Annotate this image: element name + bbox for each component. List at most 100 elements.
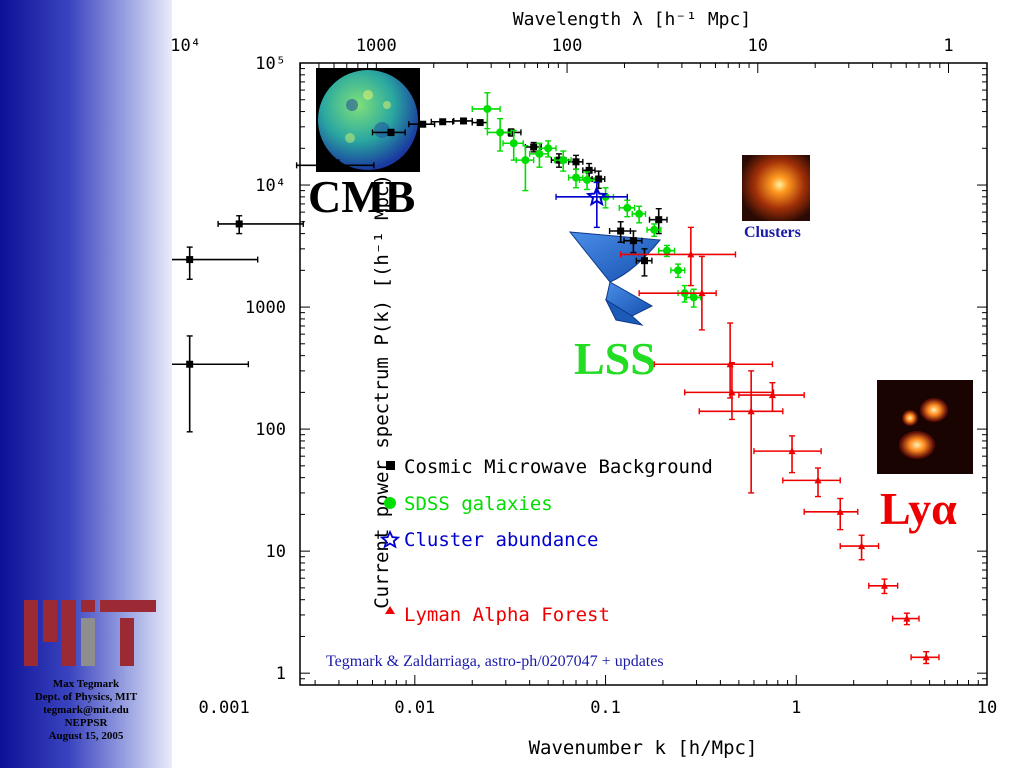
data-marker <box>836 507 844 515</box>
data-marker <box>535 149 544 158</box>
data-point <box>803 497 859 531</box>
data-point <box>738 382 805 412</box>
data-point <box>172 335 250 433</box>
data-point <box>567 154 584 170</box>
lyman-alpha-image <box>877 380 973 474</box>
data-point <box>172 246 259 280</box>
data-marker <box>903 614 911 622</box>
data-point <box>555 181 628 229</box>
y-tick-label: 10 <box>266 542 286 562</box>
data-marker <box>521 156 530 165</box>
data-point <box>683 362 775 421</box>
data-point <box>408 120 436 128</box>
data-marker <box>629 237 637 245</box>
data-marker <box>585 166 593 174</box>
data-point <box>670 263 686 279</box>
data-point <box>648 207 668 235</box>
data-point <box>868 578 899 595</box>
data-point <box>698 370 784 494</box>
top-tick-label: 100 <box>552 36 583 56</box>
data-point <box>753 435 822 474</box>
legend-label-lyman: Lyman Alpha Forest <box>404 604 610 626</box>
lss-label: LSS <box>574 333 656 384</box>
author-department: Dept. of Physics, MIT <box>34 691 138 703</box>
data-marker <box>509 139 518 148</box>
y-tick-label: 10⁴ <box>255 176 286 196</box>
data-marker <box>585 185 608 207</box>
data-point <box>371 128 406 137</box>
mit-logo <box>24 600 156 666</box>
legend-label-cmb: Cosmic Microwave Background <box>404 456 713 478</box>
cmb-label: CMB <box>308 171 415 222</box>
data-point <box>910 650 940 665</box>
citation-text: Tegmark & Zaldarriaga, astro-ph/0207047 … <box>326 653 664 670</box>
data-marker <box>623 203 632 212</box>
data-point <box>553 150 572 172</box>
data-point <box>430 118 454 126</box>
series-lyman-alpha-forest <box>619 226 940 665</box>
data-point <box>891 612 920 626</box>
survey-wedge-icon <box>568 231 661 326</box>
data-point <box>638 255 717 331</box>
data-marker <box>572 173 581 182</box>
sidebar: Max Tegmark Dept. of Physics, MIT tegmar… <box>0 0 172 768</box>
data-point <box>839 534 880 561</box>
data-marker <box>728 388 736 396</box>
top-tick-label: 10 <box>747 36 767 56</box>
data-marker <box>814 476 822 484</box>
data-point <box>515 145 535 192</box>
data-point <box>471 92 501 130</box>
data-marker <box>635 209 644 218</box>
data-point <box>618 199 636 218</box>
data-point <box>631 205 647 224</box>
data-point <box>596 187 615 209</box>
data-point <box>582 162 596 179</box>
series-sdss-galaxies <box>471 92 702 308</box>
data-point <box>623 230 643 254</box>
legend-label-sdss: SDSS galaxies <box>404 493 553 515</box>
data-marker <box>595 175 603 183</box>
top-tick-label: 10⁴ <box>172 36 201 56</box>
data-point <box>608 221 632 243</box>
data-marker <box>559 156 568 165</box>
data-marker <box>460 117 468 125</box>
legend-marker-cmb <box>386 461 395 470</box>
data-marker <box>617 227 625 235</box>
x-tick-label: 1 <box>791 698 801 718</box>
credits-block: Max Tegmark Dept. of Physics, MIT tegmar… <box>0 678 172 743</box>
data-point <box>471 119 489 127</box>
data-marker <box>333 161 341 169</box>
data-point <box>502 129 524 161</box>
data-marker <box>858 542 866 550</box>
galaxy-cluster-image <box>742 155 810 221</box>
data-marker <box>419 120 427 128</box>
data-point <box>538 140 557 158</box>
legend-label-cluster: Cluster abundance <box>404 529 598 551</box>
x-tick-label: 0.1 <box>590 698 621 718</box>
cmb-map-image <box>316 68 420 172</box>
clusters-label: Clusters <box>744 224 801 241</box>
x-tick-label: 0.01 <box>394 698 435 718</box>
top-tick-label: 1 <box>943 36 953 56</box>
data-marker <box>439 118 447 126</box>
data-point <box>453 117 473 125</box>
lya-label: Lyα <box>880 483 957 534</box>
y-tick-label: 1 <box>276 664 286 684</box>
data-marker <box>698 289 706 297</box>
legend-marker-sdss <box>384 497 396 509</box>
x-tick-label: 10 <box>977 698 997 718</box>
x-tick-label: 0.001 <box>199 698 250 718</box>
data-marker <box>674 266 683 275</box>
data-marker <box>747 407 755 415</box>
data-marker <box>640 257 648 265</box>
y-tick-label: 100 <box>255 420 286 440</box>
legend-marker-cluster <box>379 529 401 549</box>
data-point <box>578 171 595 191</box>
data-marker <box>880 581 888 589</box>
axis-tick-labels: 0.001 0.01 0.1 1 10 10⁴ 1000 100 10 1 1 10 100 1000 10… <box>172 36 997 718</box>
data-point <box>295 159 375 172</box>
data-marker <box>583 175 592 184</box>
y-axis-label: Current power spectrum P(k) [(h⁻¹ Mpc)³] <box>371 151 393 609</box>
data-point <box>646 223 662 238</box>
top-tick-label: 1000 <box>356 36 397 56</box>
